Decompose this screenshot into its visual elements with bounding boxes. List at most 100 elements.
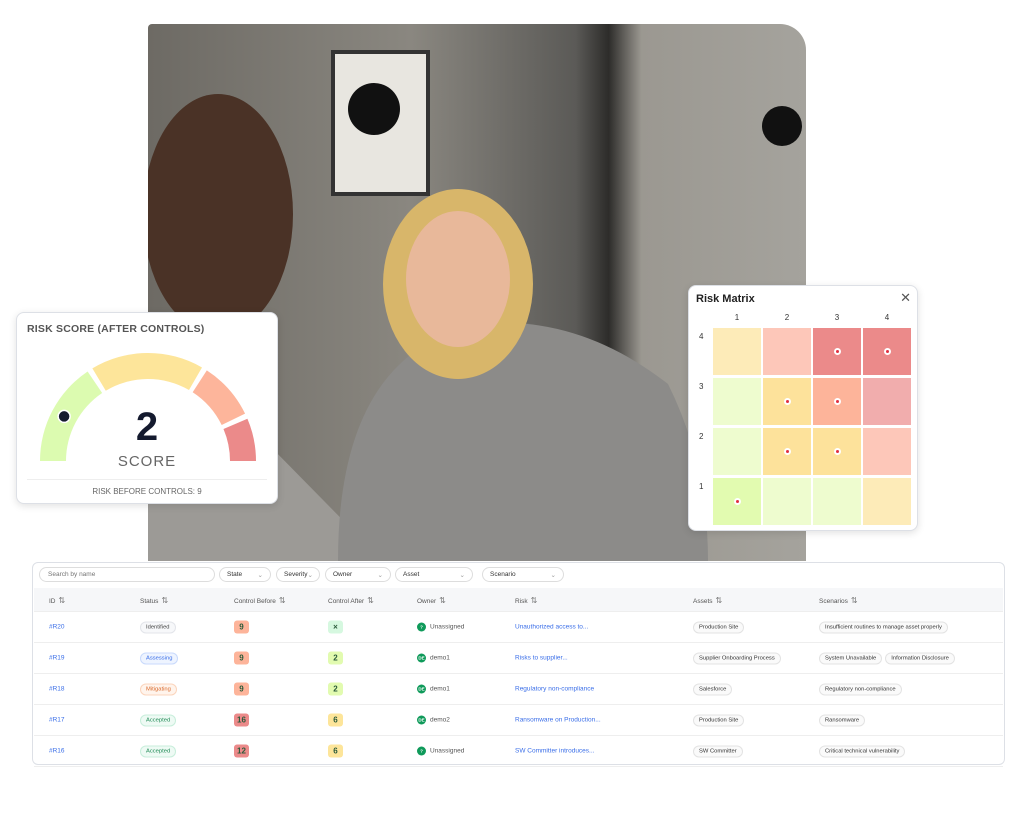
- matrix-cell[interactable]: [813, 378, 861, 425]
- chevron-down-icon: ⌄: [459, 572, 465, 579]
- matrix-cell[interactable]: [763, 328, 811, 375]
- risk-id-link[interactable]: #R18: [49, 685, 65, 693]
- filter-label: State: [227, 571, 243, 578]
- owner-cell: DE demo1: [417, 684, 450, 694]
- status-cell: Assessing: [140, 652, 179, 665]
- column-header-control-after[interactable]: Control After ⇅: [328, 596, 374, 605]
- risk-link[interactable]: Unauthorized access to...: [515, 623, 589, 631]
- filter-state[interactable]: State ⌄: [219, 567, 271, 582]
- filter-severity[interactable]: Severity ⌄: [276, 567, 320, 582]
- risk-marker[interactable]: [833, 398, 841, 405]
- column-header-status[interactable]: Status ⇅: [140, 596, 168, 605]
- header-label: Risk: [515, 598, 528, 605]
- scenario-tag[interactable]: System Unavailable: [819, 652, 883, 665]
- matrix-cell[interactable]: [763, 378, 811, 425]
- risk-id-link[interactable]: #R17: [49, 716, 65, 724]
- column-header-control-before[interactable]: Control Before ⇅: [234, 596, 286, 605]
- column-header-assets[interactable]: Assets ⇅: [693, 596, 722, 605]
- table-row[interactable]: #R19 Assessing 9 2 DE demo1 Risks to supplier.…: [34, 643, 1003, 674]
- sort-icon[interactable]: ⇅: [715, 596, 723, 605]
- table-row[interactable]: #R18 Mitigating 9 2 DE demo1 Regulatory non-co…: [34, 674, 1003, 705]
- table-row[interactable]: #R20 Identified 9 ×? Unassigned Unauthorized …: [34, 612, 1003, 643]
- owner-cell: ? Unassigned: [417, 622, 464, 632]
- owner-cell: DE demo2: [417, 715, 450, 725]
- risk-marker[interactable]: [833, 448, 841, 455]
- risk-link[interactable]: Ransomware on Production...: [515, 716, 601, 724]
- close-icon[interactable]: ✕: [900, 290, 911, 305]
- control-after-cell: 2: [328, 651, 343, 665]
- risk-marker[interactable]: [883, 348, 891, 355]
- column-header-risk[interactable]: Risk ⇅: [515, 596, 537, 605]
- table-row[interactable]: #R17 Accepted 16 6 DE demo2 Ransomware on Prod…: [34, 705, 1003, 736]
- risk-link[interactable]: SW Committer introduces...: [515, 747, 595, 755]
- control-before-cell: 12: [234, 744, 249, 758]
- score-badge: 12: [234, 744, 249, 758]
- column-header-scenarios[interactable]: Scenarios ⇅: [819, 596, 858, 605]
- column-header-owner[interactable]: Owner ⇅: [417, 596, 446, 605]
- assets-cell: SW Committer: [693, 745, 746, 758]
- risk-link[interactable]: Regulatory non-compliance: [515, 685, 595, 693]
- score-badge: 9: [234, 620, 249, 634]
- asset-tag[interactable]: Production Site: [693, 621, 745, 634]
- matrix-cell[interactable]: [713, 428, 761, 475]
- matrix-cell[interactable]: [713, 478, 761, 525]
- matrix-cell[interactable]: [863, 328, 911, 375]
- asset-tag[interactable]: Supplier Onboarding Process: [693, 652, 781, 665]
- asset-tag[interactable]: SW Committer: [693, 745, 743, 758]
- owner-name: demo2: [430, 716, 450, 724]
- asset-tag[interactable]: Production Site: [693, 714, 745, 727]
- matrix-cell[interactable]: [863, 428, 911, 475]
- score-badge: 9: [234, 651, 249, 665]
- risk-marker[interactable]: [733, 498, 741, 505]
- asset-tag[interactable]: Salesforce: [693, 683, 733, 696]
- filter-scenario[interactable]: Scenario ⌄: [482, 567, 564, 582]
- status-badge: Accepted: [140, 745, 177, 758]
- owner-name: Unassigned: [430, 747, 465, 755]
- risk-id-link[interactable]: #R19: [49, 654, 65, 662]
- table-row[interactable]: #R16 Accepted 12 6? Unassigned SW Committer i…: [34, 736, 1003, 767]
- risk-id-link[interactable]: #R16: [49, 747, 65, 755]
- sort-icon[interactable]: ⇅: [278, 596, 286, 605]
- matrix-cell[interactable]: [863, 378, 911, 425]
- scenario-tag[interactable]: Insufficient routines to manage asset pr…: [819, 621, 948, 634]
- matrix-cell[interactable]: [713, 378, 761, 425]
- matrix-cell[interactable]: [763, 478, 811, 525]
- matrix-cell[interactable]: [813, 428, 861, 475]
- header-label: Scenarios: [819, 598, 848, 605]
- scenario-tag[interactable]: Ransomware: [819, 714, 866, 727]
- sort-icon[interactable]: ⇅: [439, 596, 446, 605]
- matrix-cell[interactable]: [813, 328, 861, 375]
- matrix-cell[interactable]: [813, 478, 861, 525]
- scenario-tag[interactable]: Information Disclosure: [885, 652, 955, 665]
- chevron-down-icon: ⌄: [257, 572, 263, 579]
- search-input[interactable]: [39, 567, 215, 582]
- control-after-cell: ×: [328, 620, 343, 634]
- sort-icon[interactable]: ⇅: [161, 596, 169, 605]
- risk-marker[interactable]: [783, 398, 791, 405]
- filter-label: Severity: [284, 571, 308, 578]
- risk-marker[interactable]: [783, 448, 791, 455]
- scenario-tag[interactable]: Critical technical vulnerability: [819, 745, 906, 758]
- risk-link[interactable]: Risks to supplier...: [515, 654, 568, 662]
- matrix-cell[interactable]: [763, 428, 811, 475]
- risk-id-link[interactable]: #R20: [49, 623, 65, 631]
- filter-asset[interactable]: Asset ⌄: [395, 567, 473, 582]
- assets-cell: Production Site: [693, 714, 747, 727]
- column-header-id[interactable]: ID ⇅: [49, 596, 65, 605]
- risk-table: State⌄Severity⌄Owner⌄Asset⌄Scenario⌄ ID⇅…: [32, 562, 1005, 767]
- risk-marker[interactable]: [833, 348, 841, 355]
- sort-icon[interactable]: ⇅: [367, 596, 374, 605]
- matrix-cell[interactable]: [713, 328, 761, 375]
- assets-cell: Supplier Onboarding Process: [693, 652, 784, 665]
- matrix-cell[interactable]: [863, 478, 911, 525]
- sort-icon[interactable]: ⇅: [58, 596, 66, 605]
- control-after-cell: 2: [328, 682, 343, 696]
- sort-icon[interactable]: ⇅: [530, 596, 538, 605]
- filter-label: Scenario: [490, 571, 516, 578]
- sort-icon[interactable]: ⇅: [850, 596, 858, 605]
- filter-owner[interactable]: Owner ⌄: [325, 567, 391, 582]
- scenario-tag[interactable]: Regulatory non-compliance: [819, 683, 902, 696]
- risk-score-card: RISK SCORE (AFTER CONTROLS) 2 SCORE RISK…: [16, 312, 278, 504]
- chevron-down-icon: ⌄: [377, 572, 383, 579]
- owner-name: demo1: [430, 685, 450, 693]
